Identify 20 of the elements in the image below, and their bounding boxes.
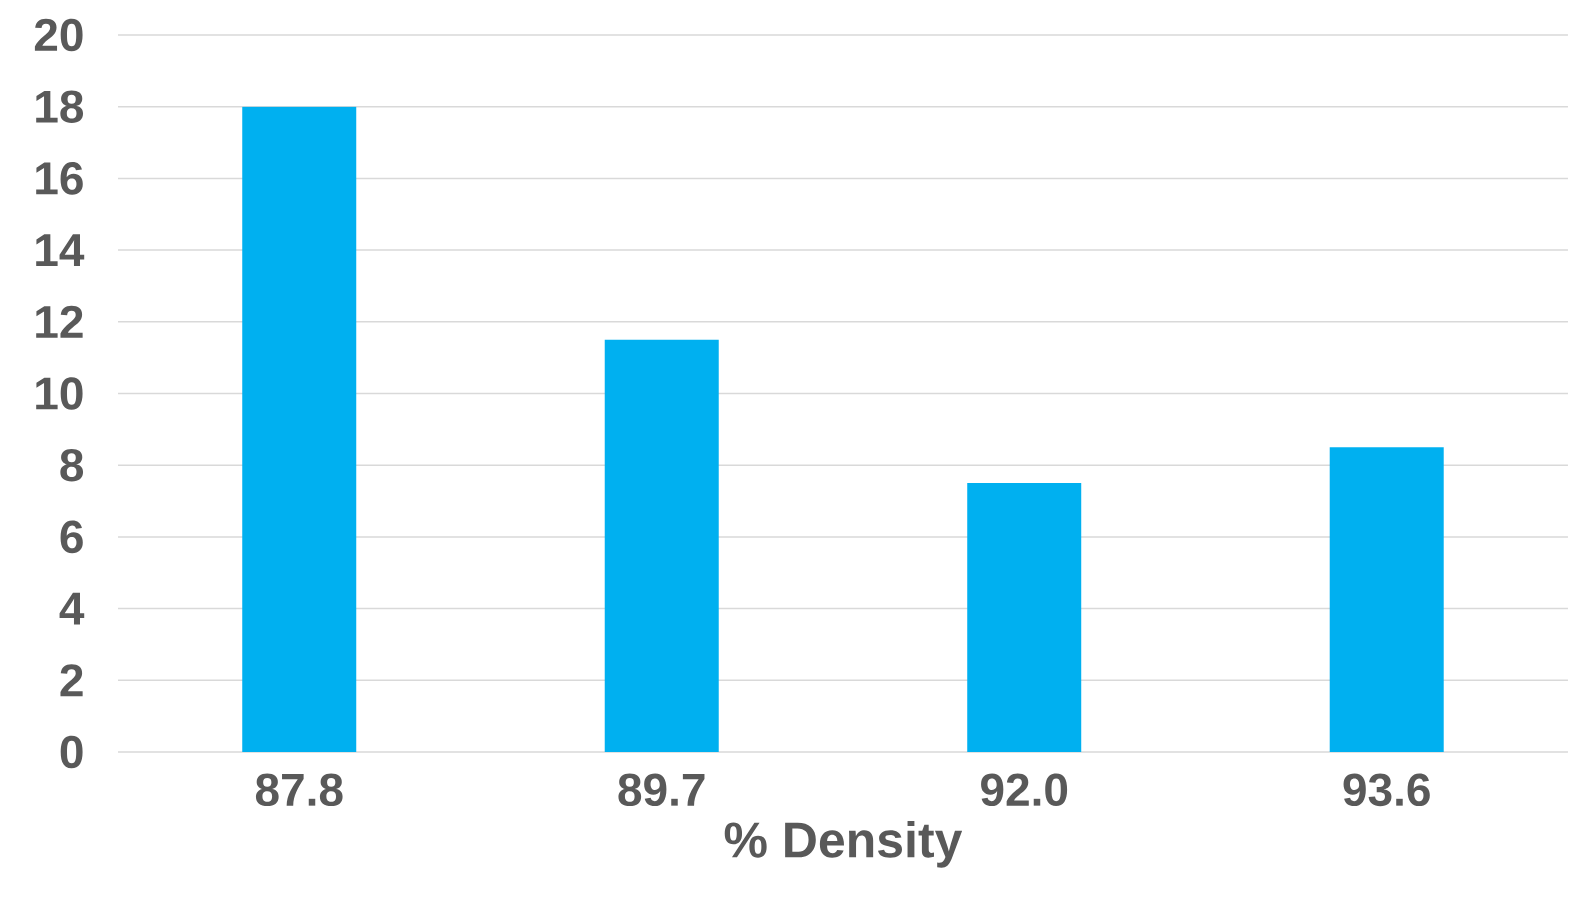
x-tick-label: 89.7 — [618, 773, 705, 807]
y-tick-label: 16 — [36, 162, 83, 195]
x-tick-label: 92.0 — [981, 773, 1068, 807]
y-tick-label: 20 — [34, 18, 83, 52]
y-tick-label: 14 — [36, 234, 85, 266]
y-tick-label: 4 — [59, 592, 85, 625]
y-tick-label: 8 — [60, 448, 84, 482]
y-tick-label: 2 — [60, 664, 83, 697]
x-axis-title: % Density — [724, 821, 963, 868]
bar — [967, 483, 1082, 752]
bar — [242, 106, 357, 752]
bar — [604, 339, 719, 752]
bar — [1329, 447, 1444, 752]
y-tick-label: 0 — [60, 735, 83, 769]
y-tick-label: 6 — [60, 520, 83, 554]
x-tick-label: 87.8 — [255, 773, 343, 807]
y-tick-label: 10 — [36, 377, 83, 410]
x-tick-label: 93.6 — [1343, 773, 1430, 807]
y-tick-label: 12 — [36, 305, 83, 338]
y-tick-label: 18 — [36, 90, 84, 123]
